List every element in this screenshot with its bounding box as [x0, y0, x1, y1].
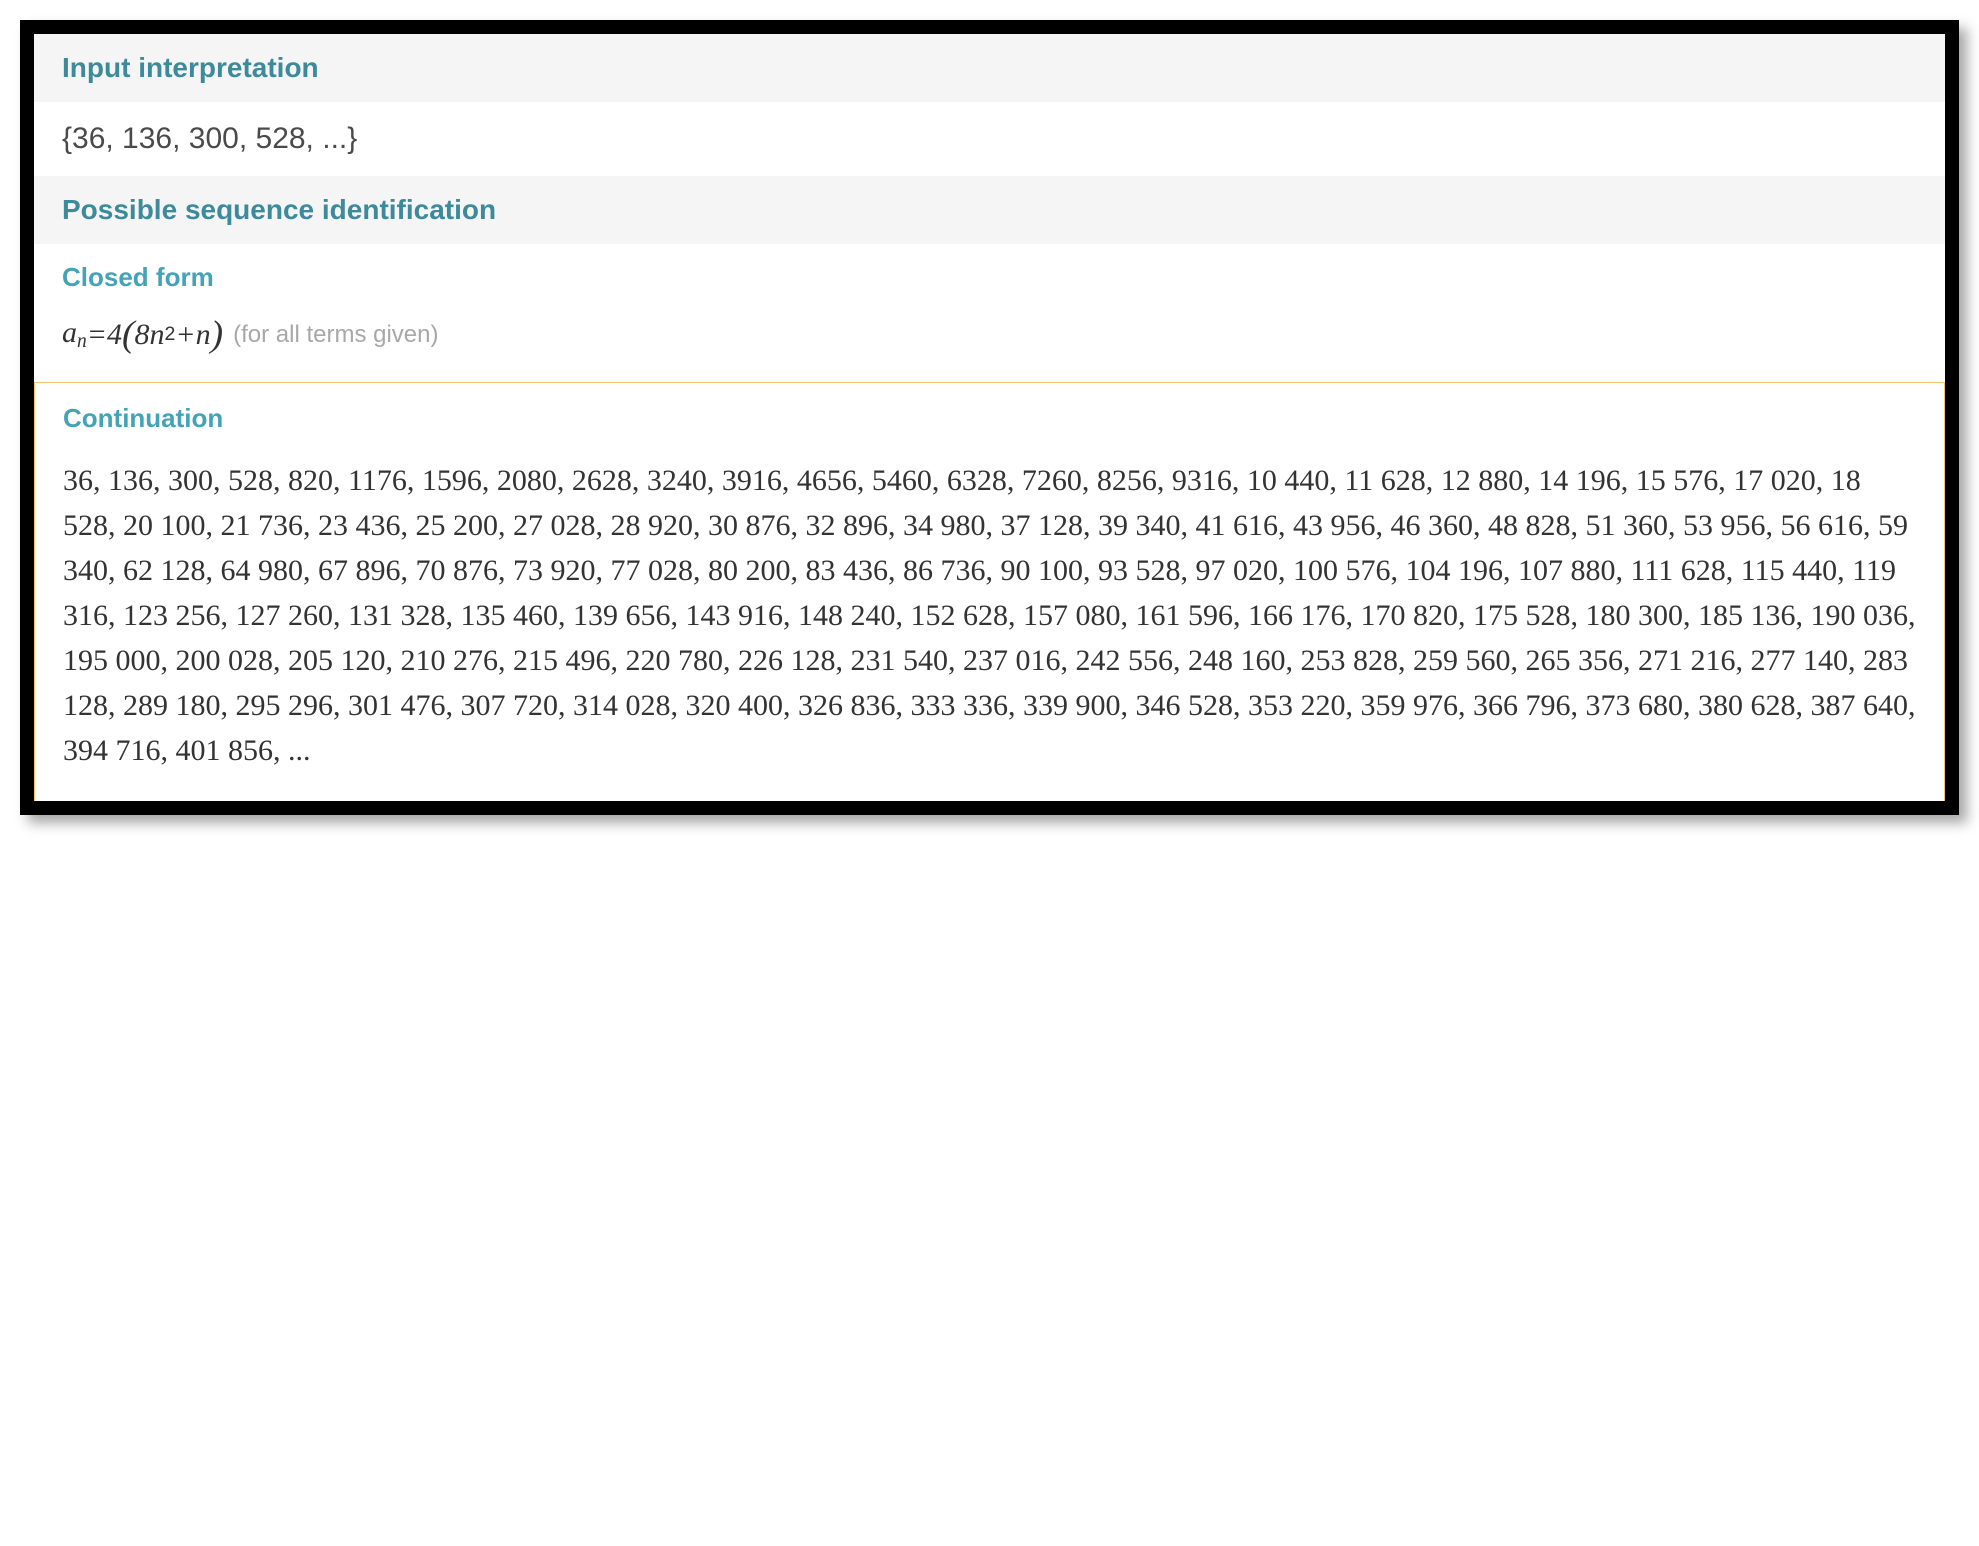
formula-lhs: an [62, 316, 87, 353]
formula-note: (for all terms given) [233, 321, 438, 349]
closed-form-header: Closed form [34, 244, 1945, 303]
formula-sub-n: n [77, 331, 87, 352]
formula-coeff-8: 8 [135, 318, 150, 352]
formula-exp-2: 2 [165, 323, 176, 346]
continuation-box: Continuation 36, 136, 300, 528, 820, 117… [34, 382, 1945, 801]
continuation-header: Continuation [35, 383, 1944, 444]
formula-plus: + [175, 318, 195, 352]
continuation-values: 36, 136, 300, 528, 820, 1176, 1596, 2080… [35, 444, 1944, 801]
output-frame: Input interpretation {36, 136, 300, 528,… [20, 20, 1959, 815]
formula-equals: = [87, 318, 107, 352]
formula-var-a: a [62, 316, 77, 349]
input-interpretation-value: {36, 136, 300, 528, ...} [34, 102, 1945, 176]
formula-var-n1: n [150, 318, 165, 352]
sequence-identification-header: Possible sequence identification [34, 176, 1945, 244]
closed-form-formula: an = 4 ( 8 n2 + n ) (for all terms given… [34, 303, 1945, 382]
formula-coeff-4: 4 [107, 318, 122, 352]
formula-var-n2: n [196, 318, 211, 352]
formula-paren-close: ) [211, 313, 224, 356]
formula-paren-open: ( [122, 313, 135, 356]
input-interpretation-header: Input interpretation [34, 34, 1945, 102]
